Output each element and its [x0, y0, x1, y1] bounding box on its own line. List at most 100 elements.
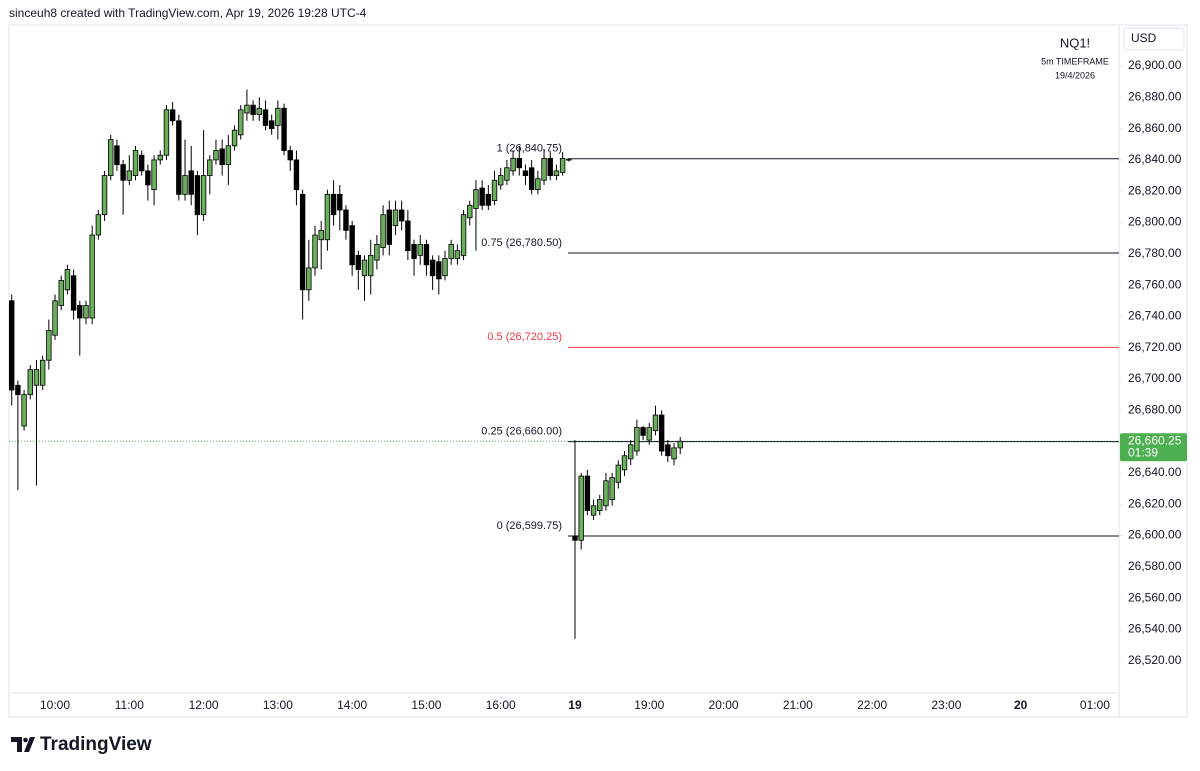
- candle-body: [411, 244, 417, 259]
- fib-label: 0.25 (26,660.00): [481, 426, 562, 438]
- candle-body: [535, 178, 541, 191]
- candle-body: [615, 464, 622, 483]
- candle-body: [522, 170, 529, 176]
- candle-body: [256, 107, 262, 115]
- candle-body: [52, 300, 58, 336]
- attribution: sinceuh8 created with TradingView.com, A…: [9, 6, 367, 20]
- y-tick-label: 26,560.00: [1128, 590, 1182, 604]
- timeframe: 5m TIMEFRAME: [1041, 56, 1109, 66]
- x-tick-label: 20: [1014, 698, 1028, 712]
- candle-body: [238, 109, 244, 136]
- candle-body: [262, 109, 269, 126]
- currency: USD: [1131, 31, 1157, 45]
- candle-body: [120, 164, 126, 181]
- x-tick-label: 19: [568, 698, 582, 712]
- candle-body: [194, 175, 201, 216]
- candle-body: [634, 427, 640, 452]
- candle-body: [250, 104, 256, 115]
- y-tick-label: 26,840.00: [1128, 152, 1182, 166]
- candle-body: [58, 280, 64, 306]
- y-tick-label: 26,780.00: [1128, 246, 1182, 260]
- candle-body: [597, 499, 603, 511]
- candle-body: [157, 154, 163, 161]
- candle-body: [467, 204, 473, 219]
- candle-body: [39, 359, 46, 386]
- x-tick-label: 13:00: [263, 698, 293, 712]
- candle-body: [324, 193, 331, 241]
- symbol: NQ1!: [1060, 35, 1090, 50]
- chart-frame: [8, 24, 1188, 718]
- candle-body: [516, 157, 522, 169]
- candle-body: [436, 261, 442, 280]
- candle-body: [460, 214, 467, 256]
- candle-body: [491, 179, 498, 202]
- last-price-label: 26,660.25: [1128, 433, 1182, 447]
- candle-body: [553, 170, 560, 176]
- x-tick-label: 15:00: [411, 698, 441, 712]
- x-tick-label: 10:00: [40, 698, 70, 712]
- y-tick-label: 26,600.00: [1128, 528, 1182, 542]
- x-tick-label: 21:00: [783, 698, 813, 712]
- y-tick-label: 26,680.00: [1128, 403, 1182, 417]
- y-tick-label: 26,740.00: [1128, 309, 1182, 323]
- candle-body: [287, 150, 293, 161]
- fib-label: 0.75 (26,780.50): [481, 237, 562, 249]
- candle-body: [547, 157, 553, 176]
- candle-body: [621, 455, 628, 471]
- candle-body: [33, 369, 40, 386]
- candle-body: [361, 259, 368, 277]
- candle-body: [528, 167, 535, 191]
- candle-body: [213, 150, 219, 161]
- candle-body: [343, 209, 349, 231]
- candle-body: [349, 225, 355, 266]
- candle-body: [83, 305, 89, 319]
- date: 19/4/2026: [1055, 70, 1095, 80]
- logo-dot: [23, 737, 28, 743]
- candle-body: [306, 267, 312, 291]
- candle-body: [163, 109, 170, 156]
- y-tick-label: 26,820.00: [1128, 183, 1182, 197]
- candle-body: [658, 414, 665, 452]
- candle-body: [101, 175, 108, 216]
- candle-body: [21, 394, 27, 427]
- candle-body: [46, 330, 52, 361]
- candle-body: [584, 475, 591, 511]
- logo: [11, 737, 35, 752]
- y-tick-label: 26,800.00: [1128, 215, 1182, 229]
- y-tick-label: 26,580.00: [1128, 559, 1182, 573]
- plot-area: [9, 89, 1119, 639]
- candle-body: [671, 447, 677, 460]
- logo-icon: [11, 737, 35, 752]
- fib-label: 0 (26,599.75): [497, 520, 562, 532]
- candle-body: [169, 109, 176, 122]
- candle-body: [498, 175, 504, 186]
- candle-body: [603, 480, 609, 507]
- currency-box[interactable]: [1123, 27, 1185, 51]
- candle-body: [108, 139, 114, 176]
- candle-body: [219, 148, 225, 166]
- candle-body: [504, 167, 510, 181]
- candle-body: [609, 477, 615, 500]
- last-price-badge: [1120, 433, 1187, 462]
- candle-body: [77, 305, 83, 319]
- candle-body: [299, 193, 306, 291]
- candle-body: [572, 535, 578, 541]
- candle-body: [70, 275, 77, 311]
- candle-body: [330, 193, 337, 216]
- candle-body: [442, 258, 448, 277]
- fib-label: 1 (26,840.75): [497, 143, 562, 155]
- x-tick-label: 16:00: [486, 698, 516, 712]
- y-tick-label: 26,620.00: [1128, 496, 1182, 510]
- candle-body: [473, 189, 479, 209]
- candle-body: [145, 170, 151, 186]
- candle-body: [566, 158, 572, 161]
- x-tick-label: 14:00: [337, 698, 367, 712]
- x-tick-label: 12:00: [189, 698, 219, 712]
- candle-body: [590, 505, 597, 516]
- candle-body: [126, 170, 133, 181]
- candle-body: [95, 214, 102, 236]
- candle-body: [138, 154, 145, 172]
- x-tick-label: 20:00: [709, 698, 739, 712]
